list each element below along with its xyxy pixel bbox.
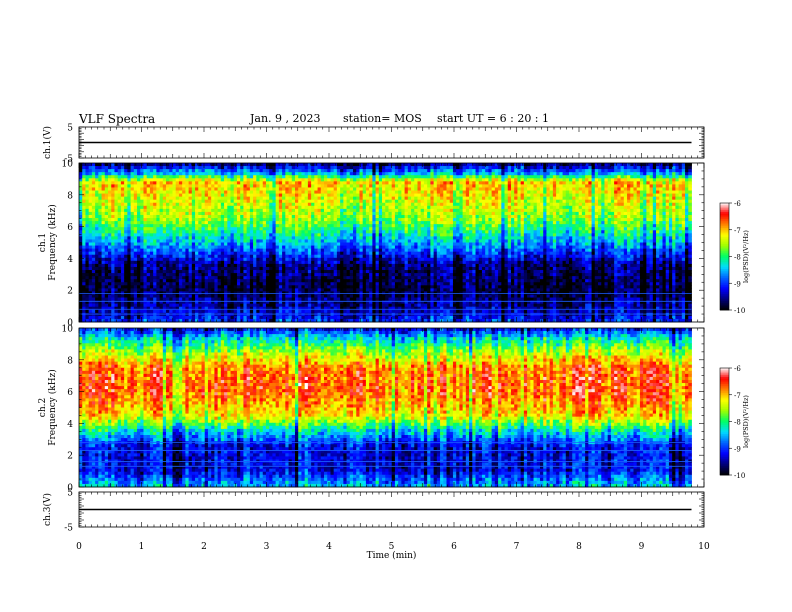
spectrogram-ch1-yticks — [79, 162, 704, 323]
spectrogram-ch2-ticks — [78, 328, 705, 487]
spectrogram-ch2-yticks — [79, 327, 704, 488]
spectrogram-ch2-ytick-label: 8 — [67, 356, 73, 366]
voltage-ch3-ylabel: ch.3(V) — [42, 493, 53, 526]
colorbar-label: log(PSD)(V²/Hz) — [742, 395, 750, 448]
voltage-ch3-yticks — [79, 491, 704, 528]
voltage-ch3-ticks — [78, 492, 705, 527]
voltage-ch1-ticks — [78, 127, 705, 158]
spectrogram-ch1-ytick-label: 10 — [62, 160, 74, 170]
xtick-label: 8 — [576, 542, 582, 552]
voltage-ch3-ytick-label: -5 — [64, 524, 73, 534]
figure-title: VLF Spectra — [79, 112, 155, 126]
colorbar-tick-label: -6 — [734, 365, 741, 373]
colorbar-tick-label: -6 — [734, 200, 741, 208]
voltage-ch1-ylabel: ch.1(V) — [42, 126, 53, 159]
colorbar-label: log(PSD)(V²/Hz) — [742, 230, 750, 283]
spectrogram-ch2-ytick-label: 0 — [67, 484, 73, 494]
xtick-label: 5 — [389, 542, 395, 552]
colorbar-tick-label: -10 — [734, 307, 745, 315]
spectrogram-ch1-ytick-label: 4 — [67, 255, 73, 265]
spectrogram-ch2-ytick-label: 4 — [67, 420, 73, 430]
spectrogram-ch2-ytick-label: 10 — [62, 325, 74, 335]
colorbar-tick-label: -7 — [734, 227, 741, 235]
spectrogram-ch1-ticks — [78, 163, 705, 322]
date-label: Jan. 9 , 2023 — [250, 112, 321, 125]
colorbar-tick-label: -10 — [734, 472, 745, 480]
spectrogram-ch2-lines — [79, 442, 692, 467]
voltage-ch1-ytick-label: -5 — [64, 155, 73, 165]
x-axis-label: Time (min) — [367, 550, 417, 561]
spectrogram-ch2-ytick-label: 6 — [67, 388, 73, 398]
colorbar-tick-label: -9 — [734, 280, 741, 288]
spectrogram-ch2-ytick-label: 2 — [67, 452, 73, 462]
spectrogram-ch1-colorbar: -6 -7 -8 -9 -10 log(PSD)(V²/Hz) — [719, 200, 750, 315]
voltage-ch3-ytick-label: 5 — [67, 489, 73, 499]
spectrogram-ch1-cells — [79, 163, 704, 323]
colorbar-tick-label: -8 — [734, 419, 741, 427]
xtick-label: 9 — [639, 542, 645, 552]
spectrogram-ch1-lines — [79, 292, 692, 315]
xtick-label: 10 — [698, 542, 710, 552]
xtick-label: 0 — [76, 542, 82, 552]
colorbar-tick-label: -9 — [734, 445, 741, 453]
xtick-label: 4 — [326, 542, 332, 552]
voltage-ch1-yticks — [79, 126, 704, 159]
xtick-label: 2 — [201, 542, 207, 552]
spectrogram-ch2-colorbar: -6 -7 -8 -9 -10 log(PSD)(V²/Hz) — [719, 365, 750, 480]
xtick-label: 6 — [451, 542, 457, 552]
station-label: station= MOS — [343, 112, 422, 125]
start-time-label: start UT = 6 : 20 : 1 — [437, 112, 549, 125]
spectrogram-ch1-ylabel: ch.1 Frequency (kHz) — [38, 204, 58, 281]
xtick-label: 3 — [264, 542, 270, 552]
xtick-label: 7 — [514, 542, 520, 552]
spectrogram-ch1-ytick-label: 0 — [67, 319, 73, 329]
spectrogram-ch1-ytick-label: 6 — [67, 223, 73, 233]
voltage-ch1-ytick-label: 5 — [67, 124, 73, 134]
svg-text:ch.1(V): ch.1(V) — [42, 126, 53, 159]
xtick-label: 1 — [139, 542, 145, 552]
spectrogram-ch2-ylabel: ch.2 Frequency (kHz) — [38, 369, 58, 446]
spectrogram-ch2-cells — [79, 328, 704, 488]
colorbar-tick-label: -8 — [734, 254, 741, 262]
colorbar-tick-label: -7 — [734, 392, 741, 400]
spectrogram-ch1-ytick-label: 2 — [67, 287, 73, 297]
spectrogram-ch1-ytick-label: 8 — [67, 191, 73, 201]
